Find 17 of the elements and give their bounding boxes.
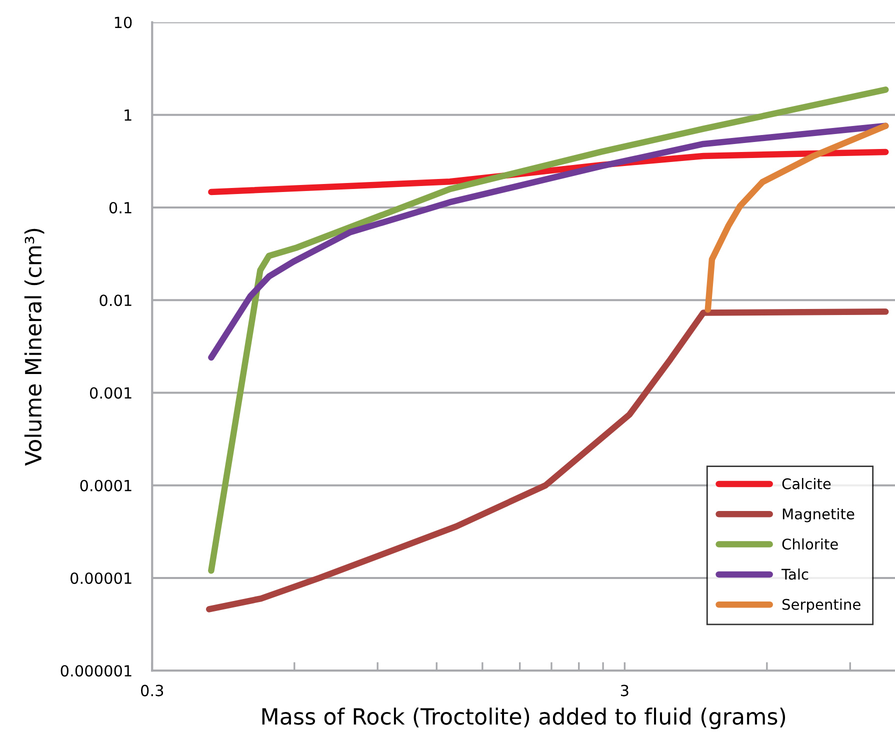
y-tick-label: 0.1	[109, 202, 132, 214]
legend-label: Chlorite	[782, 538, 838, 550]
legend-label: Magnetite	[782, 508, 854, 522]
legend-label: Calcite	[782, 478, 831, 490]
y-tick-label: 1	[124, 110, 132, 121]
legend-label: Serpentine	[782, 598, 860, 613]
x-tick-label: 3	[620, 684, 628, 696]
y-tick-label: 0.001	[90, 387, 132, 399]
y-tick-label: 0.000001	[60, 665, 132, 677]
y-tick-label: 0.01	[100, 294, 132, 306]
y-tick-label: 0.0001	[80, 480, 132, 492]
x-axis-title: Mass of Rock (Troctolite) added to fluid (grams)	[262, 708, 786, 730]
y-tick-label: 10	[114, 16, 132, 28]
y-axis-title: Volume Mineral (cm³)	[24, 228, 44, 466]
legend-label: Talc	[781, 568, 808, 580]
y-tick-label: 0.00001	[70, 572, 132, 584]
x-tick-label: 0.3	[141, 684, 164, 696]
